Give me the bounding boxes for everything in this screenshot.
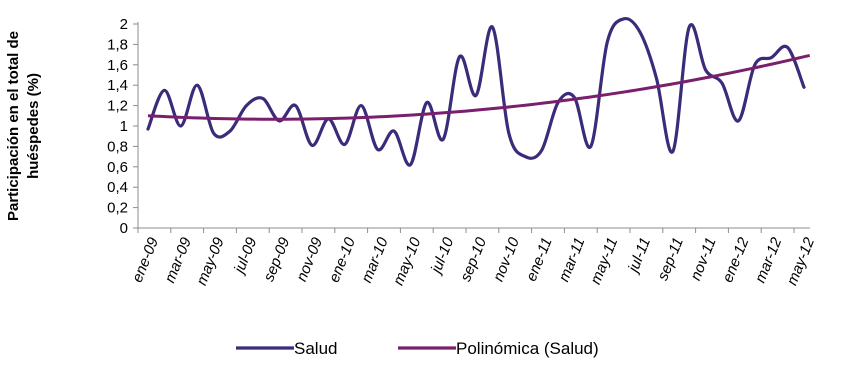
x-tick-label: sep-10: [457, 235, 490, 285]
legend-item-polinomica: Polinómica (Salud): [398, 339, 599, 358]
y-axis-label-line: Participación en el total de: [5, 31, 22, 221]
x-tick-label: ene-09: [129, 235, 163, 285]
x-tick-label: mar-12: [752, 235, 786, 286]
x-tick-label: jul-09: [230, 235, 261, 278]
x-tick-label: may-11: [587, 235, 621, 287]
y-tick-label: 0,2: [107, 200, 128, 217]
x-tick-label: sep-11: [654, 235, 687, 283]
y-tick-label: 1: [120, 118, 128, 135]
legend-item-salud: Salud: [236, 339, 337, 358]
legend-label: Polinómica (Salud): [456, 339, 599, 358]
x-tick-label: mar-10: [358, 235, 392, 286]
x-tick-label: jul-11: [624, 235, 654, 276]
x-tick-label: may-12: [784, 235, 819, 288]
y-axis: 0 0,2 0,4 0,6 0,8 1 1,2 1,4 1,6 1,8 2: [107, 16, 138, 237]
series-layer: [148, 19, 810, 166]
x-tick-label: mar-09: [161, 235, 195, 286]
y-tick-label: 0,4: [107, 179, 128, 196]
y-axis-label-line: huéspedes (%): [25, 73, 42, 179]
x-tick-label: jul-10: [427, 235, 458, 278]
x-tick-label: may-09: [193, 235, 228, 288]
y-tick-label: 1,6: [107, 57, 128, 74]
y-tick-label: 1,8: [107, 36, 128, 53]
x-tick-label: nov-09: [293, 235, 326, 285]
x-tick-label: sep-09: [260, 235, 293, 285]
x-tick-label: nov-10: [490, 235, 523, 285]
x-tick-label: may-10: [390, 235, 425, 288]
y-tick-label: 0,6: [107, 159, 128, 176]
x-tick-label: ene-10: [326, 235, 360, 285]
y-tick-label: 0,8: [107, 138, 128, 155]
y-tick-label: 1,2: [107, 98, 128, 115]
series-line-salud: [148, 19, 804, 166]
legend-label: Salud: [294, 339, 337, 358]
x-tick-label: ene-12: [719, 235, 753, 285]
y-tick-label: 0: [120, 220, 128, 237]
x-tick-label: mar-11: [555, 235, 588, 284]
y-tick-label: 1,4: [107, 77, 128, 94]
x-tick-label: nov-11: [687, 235, 720, 283]
x-tick-label: ene-11: [523, 235, 556, 284]
y-tick-label: 2: [120, 16, 128, 33]
legend: Salud Polinómica (Salud): [236, 339, 599, 358]
